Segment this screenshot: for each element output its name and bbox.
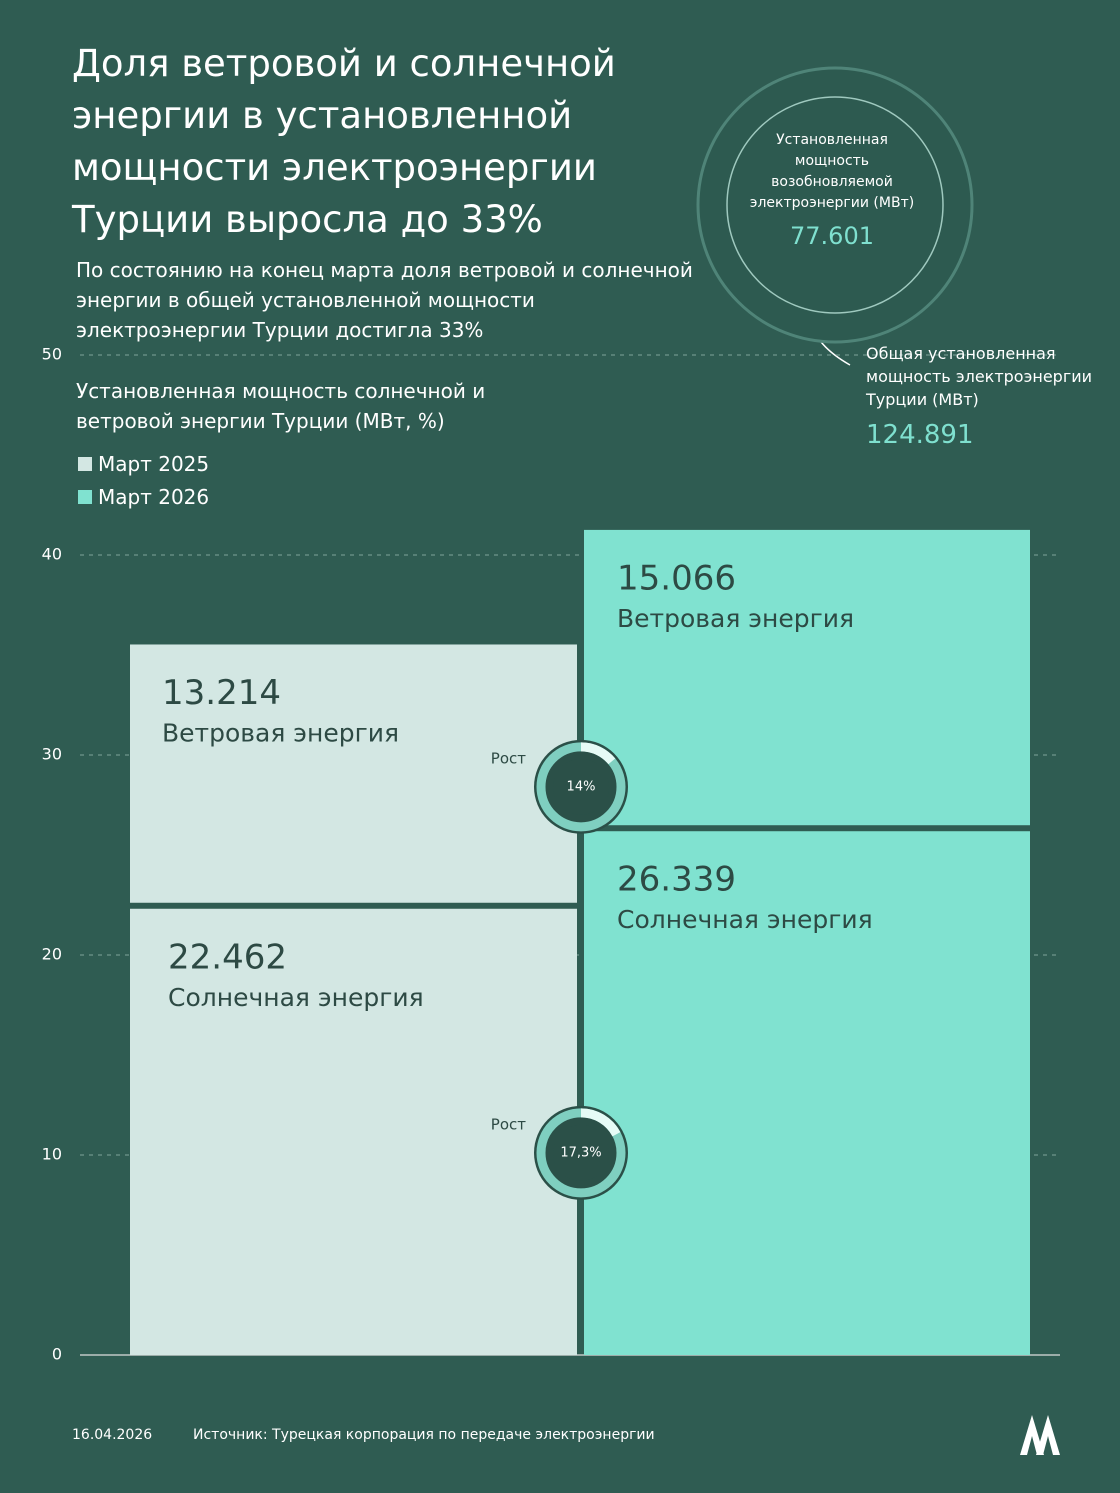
growth-label: Рост (491, 749, 526, 767)
segment-label: Солнечная энергия (617, 905, 873, 934)
total-circle (726, 96, 944, 314)
axis-label: Установленная мощность солнечной и ветро… (76, 379, 486, 433)
y-tick-label: 30 (42, 745, 62, 764)
title: Доля ветровой и солнечной энергии в уста… (72, 42, 616, 241)
growth-arc (580, 742, 616, 765)
growth-label: Рост (491, 1115, 526, 1133)
growth-value: 17,3% (560, 1145, 601, 1160)
legend-swatch (78, 457, 92, 471)
legend-item: Март 2026 (78, 485, 209, 509)
legend-swatch (78, 490, 92, 504)
growth-arc (580, 1108, 621, 1137)
renewable-label: Установленная мощность возобновляемой эл… (749, 132, 915, 211)
y-tick-label: 20 (42, 945, 62, 964)
legend-item: Март 2025 (78, 452, 209, 476)
subtitle: По состоянию на конец марта доля ветрово… (76, 258, 693, 342)
total-circle (696, 66, 974, 344)
legend-label: Март 2026 (98, 485, 210, 509)
y-tick-label: 50 (42, 345, 62, 364)
y-tick-label: 0 (52, 1345, 62, 1364)
segment-label: Солнечная энергия (168, 983, 424, 1012)
growth-value: 14% (567, 779, 596, 794)
total-value: 124.891 (866, 420, 974, 450)
date: 16.04.2026 (72, 1427, 153, 1443)
bar-segment (130, 908, 577, 1355)
logo (1020, 1415, 1060, 1455)
value-label: 13.214 (162, 673, 281, 713)
segment-label: Ветровая энергия (617, 604, 854, 633)
source: Источник: Турецкая корпорация по передач… (193, 1427, 655, 1443)
total-label: Общая установленная мощность электроэнер… (866, 344, 1093, 409)
y-tick-label: 10 (42, 1145, 62, 1164)
value-label: 15.066 (617, 558, 736, 598)
segment-label: Ветровая энергия (162, 718, 399, 747)
legend-label: Март 2025 (98, 452, 210, 476)
value-label: 26.339 (617, 860, 736, 900)
bar-segment (130, 644, 577, 903)
value-label: 22.462 (168, 937, 287, 977)
y-tick-label: 40 (42, 545, 62, 564)
bar-segment (584, 529, 1030, 826)
badge-core (553, 1124, 609, 1181)
badge-core (553, 758, 609, 815)
bar-segment (584, 831, 1030, 1355)
renewable-value: 77.601 (790, 222, 874, 250)
